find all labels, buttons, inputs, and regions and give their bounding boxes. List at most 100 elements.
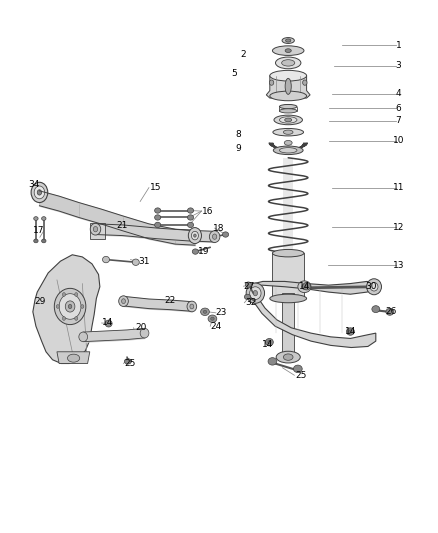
Text: 9: 9 — [236, 144, 242, 152]
Ellipse shape — [208, 315, 217, 322]
Polygon shape — [33, 255, 100, 364]
Ellipse shape — [268, 341, 271, 344]
Ellipse shape — [140, 328, 149, 338]
Ellipse shape — [62, 317, 65, 320]
Ellipse shape — [187, 301, 197, 312]
Text: 18: 18 — [213, 224, 225, 232]
Text: 2: 2 — [240, 50, 246, 59]
Ellipse shape — [386, 308, 394, 315]
Ellipse shape — [279, 148, 297, 153]
Ellipse shape — [298, 281, 311, 293]
Ellipse shape — [42, 217, 46, 221]
Ellipse shape — [34, 239, 38, 243]
Ellipse shape — [155, 208, 161, 213]
Ellipse shape — [279, 117, 297, 123]
Text: 3: 3 — [396, 61, 402, 70]
Ellipse shape — [90, 223, 101, 235]
Ellipse shape — [74, 317, 78, 320]
Text: 32: 32 — [245, 298, 256, 307]
Ellipse shape — [293, 365, 302, 373]
Text: 17: 17 — [33, 227, 44, 235]
Ellipse shape — [65, 301, 75, 312]
Ellipse shape — [191, 231, 198, 240]
Bar — [272, 253, 304, 298]
Ellipse shape — [34, 186, 45, 199]
Text: 14: 14 — [299, 282, 310, 290]
Ellipse shape — [187, 208, 194, 213]
Ellipse shape — [273, 128, 304, 136]
Ellipse shape — [272, 249, 304, 257]
Ellipse shape — [68, 304, 72, 309]
Ellipse shape — [285, 49, 291, 53]
Ellipse shape — [209, 231, 220, 243]
Ellipse shape — [274, 115, 302, 125]
Ellipse shape — [283, 130, 293, 134]
Text: 29: 29 — [35, 297, 46, 305]
Text: 25: 25 — [296, 371, 307, 379]
Ellipse shape — [270, 294, 307, 303]
Ellipse shape — [74, 293, 78, 296]
Ellipse shape — [211, 317, 214, 320]
Text: 13: 13 — [393, 261, 404, 270]
Ellipse shape — [305, 285, 308, 288]
Ellipse shape — [245, 282, 251, 287]
Ellipse shape — [37, 190, 42, 195]
Ellipse shape — [124, 359, 131, 364]
Ellipse shape — [282, 60, 295, 66]
Text: 11: 11 — [393, 183, 404, 192]
Ellipse shape — [276, 351, 300, 363]
Text: 15: 15 — [150, 183, 161, 192]
Ellipse shape — [81, 305, 84, 308]
Text: 16: 16 — [202, 207, 214, 215]
Ellipse shape — [303, 80, 307, 85]
Text: 1: 1 — [396, 41, 402, 50]
Polygon shape — [266, 76, 310, 98]
Polygon shape — [269, 143, 307, 149]
Polygon shape — [57, 352, 90, 364]
Text: 31: 31 — [138, 257, 149, 266]
Ellipse shape — [273, 146, 303, 155]
Ellipse shape — [269, 80, 274, 85]
Text: 8: 8 — [236, 130, 242, 139]
Ellipse shape — [34, 217, 38, 221]
Ellipse shape — [192, 249, 198, 254]
Text: 30: 30 — [366, 282, 377, 290]
Text: 5: 5 — [231, 69, 237, 78]
Ellipse shape — [54, 288, 86, 325]
Ellipse shape — [105, 320, 112, 327]
Ellipse shape — [285, 118, 292, 122]
Ellipse shape — [63, 293, 66, 296]
Ellipse shape — [276, 57, 301, 69]
Ellipse shape — [270, 91, 307, 101]
Bar — [283, 158, 293, 253]
Ellipse shape — [95, 228, 100, 234]
Ellipse shape — [93, 227, 98, 232]
Text: 26: 26 — [385, 308, 397, 316]
Ellipse shape — [279, 109, 297, 113]
Ellipse shape — [367, 279, 381, 295]
Ellipse shape — [284, 140, 292, 146]
Text: 24: 24 — [210, 322, 221, 330]
Ellipse shape — [56, 305, 60, 308]
Ellipse shape — [349, 330, 352, 333]
Text: 22: 22 — [164, 296, 176, 304]
Ellipse shape — [67, 354, 80, 362]
Ellipse shape — [268, 358, 277, 365]
Ellipse shape — [155, 215, 161, 220]
Ellipse shape — [31, 182, 48, 203]
Text: 20: 20 — [135, 324, 147, 332]
Ellipse shape — [223, 232, 229, 237]
Ellipse shape — [279, 104, 297, 109]
Ellipse shape — [194, 234, 196, 237]
Ellipse shape — [201, 308, 209, 316]
Ellipse shape — [188, 228, 201, 244]
Ellipse shape — [121, 298, 125, 304]
Ellipse shape — [190, 304, 194, 309]
Text: 23: 23 — [215, 309, 227, 317]
Text: 25: 25 — [125, 359, 136, 368]
Ellipse shape — [282, 37, 294, 43]
Ellipse shape — [372, 306, 380, 312]
Ellipse shape — [302, 284, 307, 289]
Polygon shape — [253, 281, 376, 294]
Ellipse shape — [272, 46, 304, 55]
